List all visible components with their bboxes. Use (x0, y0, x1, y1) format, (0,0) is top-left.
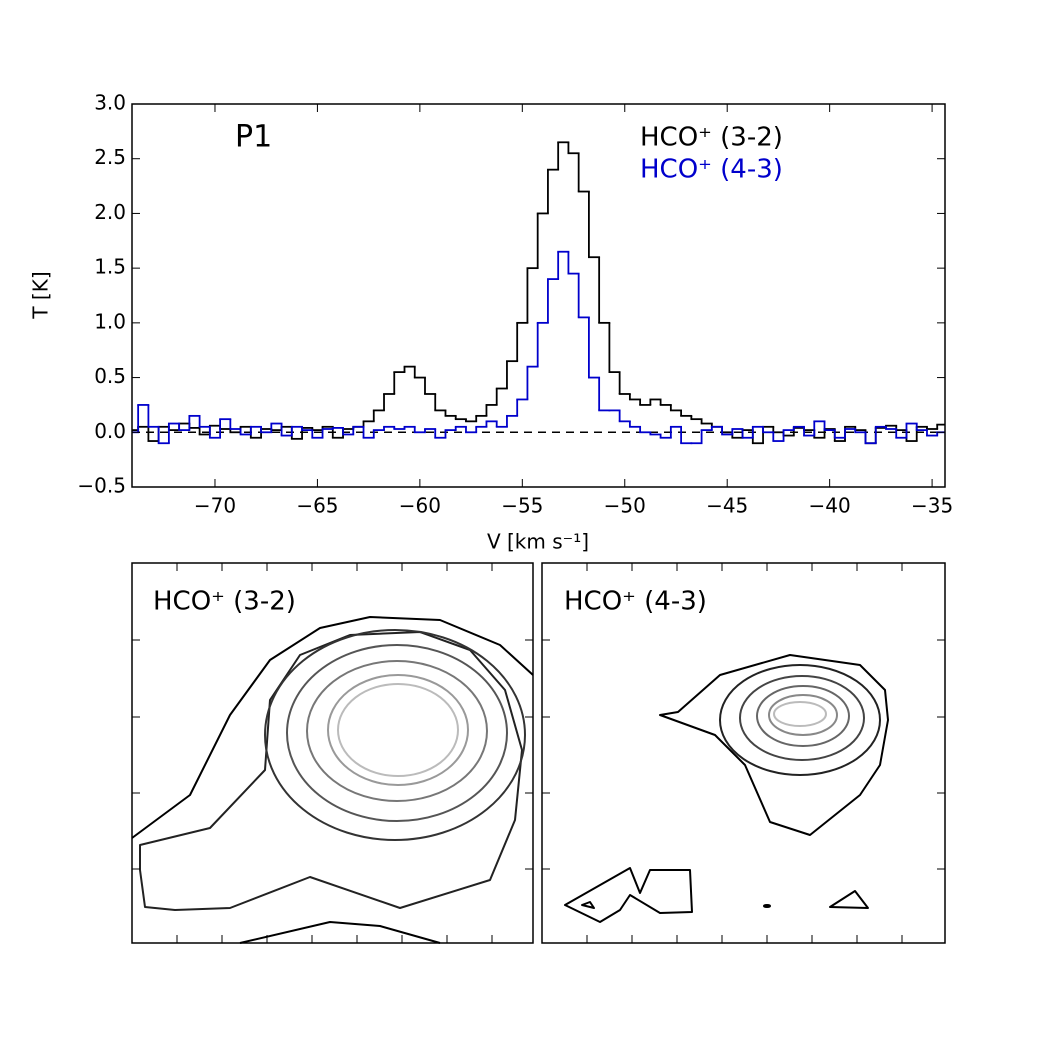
y-tick-label: 2.5 (94, 145, 126, 169)
contour (756, 685, 850, 747)
panel-title: HCO⁺ (4-3) (564, 587, 707, 617)
y-tick-label: 3.0 (94, 91, 126, 115)
contour-map-left (131, 616, 534, 944)
panel-frame (131, 562, 534, 944)
contour (306, 660, 488, 802)
panel-title: HCO⁺ (3-2) (153, 587, 296, 617)
y-tick-label: 0.0 (94, 419, 126, 443)
contour (286, 644, 508, 822)
tick-marks (132, 563, 533, 943)
plot-area (132, 141, 945, 445)
x-tick-label: −50 (604, 494, 646, 518)
contour (327, 674, 469, 786)
y-tick-label: 1.5 (94, 255, 126, 279)
contour (719, 664, 881, 776)
contour (564, 867, 693, 923)
x-tick-label: −40 (809, 494, 851, 518)
contour (131, 616, 534, 839)
x-axis-label: V [km s⁻¹] (487, 530, 589, 554)
y-tick-label: 0.5 (94, 364, 126, 388)
y-tick-label: 2.0 (94, 200, 126, 224)
legend-label: HCO⁺ (4-3) (640, 155, 783, 185)
x-tick-label: −65 (296, 494, 338, 518)
y-tick-label: −0.5 (77, 474, 126, 498)
contour (264, 629, 526, 841)
contour (739, 675, 865, 761)
tick-marks (542, 563, 945, 943)
contour (139, 631, 523, 911)
y-axis-label: T [K] (29, 271, 53, 319)
x-tick-label: −35 (911, 494, 953, 518)
panel-ticks (132, 563, 945, 943)
panel-frame (541, 562, 946, 944)
axes-frame (131, 103, 946, 488)
x-tick-label: −45 (706, 494, 748, 518)
contour-map-right (564, 654, 889, 923)
x-tick-label: −70 (194, 494, 236, 518)
contour (659, 654, 889, 836)
contour (773, 701, 827, 727)
contour (581, 901, 595, 909)
contour (768, 694, 838, 736)
x-tick-label: −55 (501, 494, 543, 518)
contour (829, 890, 869, 909)
annotation: P1 (235, 120, 272, 155)
x-tick-label: −60 (399, 494, 441, 518)
contour (763, 904, 771, 908)
y-tick-label: 1.0 (94, 309, 126, 333)
contour (337, 683, 459, 777)
legend-label: HCO⁺ (3-2) (640, 123, 783, 153)
contour (239, 921, 441, 944)
